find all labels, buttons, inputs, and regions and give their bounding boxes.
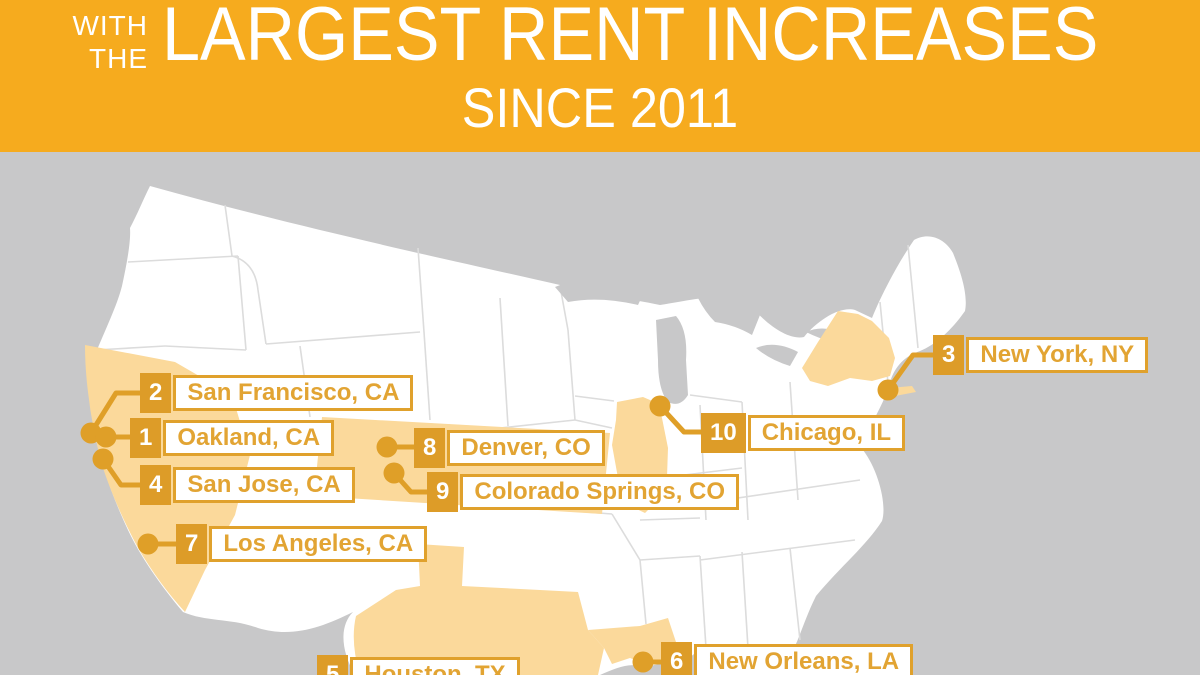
city-label-colorado-springs: 9 Colorado Springs, CO xyxy=(427,472,740,512)
connector-san-francisco xyxy=(88,390,141,435)
great-lakes xyxy=(555,278,838,404)
colorado-springs-dot-icon xyxy=(383,462,405,484)
city-label-new-orleans: 6 New Orleans, LA xyxy=(661,642,914,675)
city-name: Oakland, CA xyxy=(163,420,335,456)
rank-badge: 10 xyxy=(701,413,746,453)
rank-badge: 2 xyxy=(140,373,172,413)
los-angeles-dot-icon xyxy=(137,533,159,555)
header-eyebrow: WITH THE xyxy=(30,9,148,75)
city-name: Los Angeles, CA xyxy=(209,526,428,562)
city-name: New Orleans, LA xyxy=(694,644,914,675)
city-label-oakland: 1 Oakland, CA xyxy=(130,418,335,458)
page-subtitle: SINCE 2011 xyxy=(461,76,739,139)
city-name: Colorado Springs, CO xyxy=(460,474,740,510)
header-banner: WITH THE LARGEST RENT INCREASES SINCE 20… xyxy=(0,0,1200,152)
rank-badge: 3 xyxy=(933,335,965,375)
city-label-san-francisco: 2 San Francisco, CA xyxy=(140,373,414,413)
chicago-dot-icon xyxy=(649,395,671,417)
rank-badge: 7 xyxy=(176,524,208,564)
page-title: LARGEST RENT INCREASES xyxy=(162,0,1099,77)
city-name: San Francisco, CA xyxy=(173,375,414,411)
state-newyork-highlight xyxy=(802,311,895,386)
rank-badge: 4 xyxy=(140,465,172,505)
connector-san-jose xyxy=(100,457,142,488)
city-dots xyxy=(80,379,899,673)
denver-dot-icon xyxy=(376,436,398,458)
city-name: San Jose, CA xyxy=(173,467,355,503)
rank-badge: 6 xyxy=(661,642,693,675)
new-york-dot-icon xyxy=(877,379,899,401)
city-name: Denver, CO xyxy=(447,430,605,466)
eyebrow-line-1: WITH xyxy=(72,10,148,41)
connector-chicago xyxy=(658,404,703,435)
city-label-chicago: 10 Chicago, IL xyxy=(701,413,906,453)
eyebrow-line-2: THE xyxy=(89,43,148,74)
state-texas-highlight xyxy=(353,544,604,675)
rank-badge: 8 xyxy=(414,428,446,468)
city-name: New York, NY xyxy=(966,337,1149,373)
new-orleans-dot-icon xyxy=(632,651,654,673)
rank-badge: 9 xyxy=(427,472,459,512)
city-label-new-york: 3 New York, NY xyxy=(933,335,1149,375)
rank-badge: 5 xyxy=(317,655,349,675)
connector-new-york xyxy=(885,352,934,392)
rank-badge: 1 xyxy=(130,418,162,458)
city-name: Houston, TX xyxy=(350,657,520,675)
city-label-los-angeles: 7 Los Angeles, CA xyxy=(176,524,428,564)
city-name: Chicago, IL xyxy=(747,415,906,451)
city-label-houston: 5 Houston, TX xyxy=(317,655,520,675)
san-jose-dot-icon xyxy=(92,448,114,470)
city-label-san-jose: 4 San Jose, CA xyxy=(140,465,355,505)
oakland-dot-icon xyxy=(95,426,117,448)
city-label-denver: 8 Denver, CO xyxy=(414,428,605,468)
